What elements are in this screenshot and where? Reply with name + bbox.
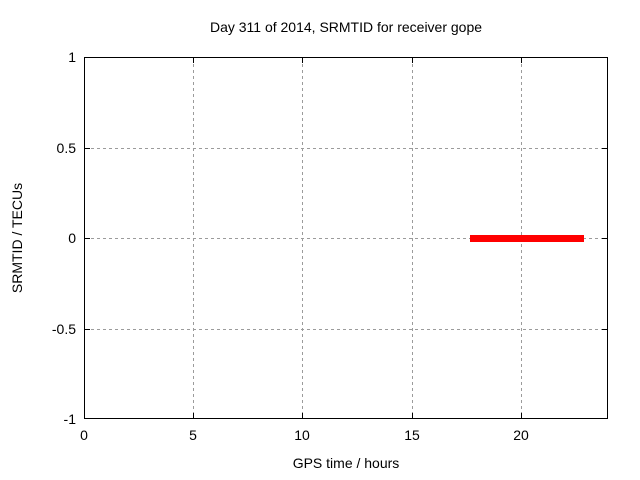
y-tick-label: 1	[68, 49, 76, 65]
x-tick-label: 20	[513, 427, 529, 443]
x-tick-label: 5	[189, 427, 197, 443]
x-tick-top	[412, 58, 413, 63]
data-series-segment	[470, 235, 584, 242]
y-tick-right	[602, 148, 607, 149]
y-tick-right	[602, 238, 607, 239]
y-gridline	[85, 238, 607, 239]
y-tick-label: -1	[63, 411, 76, 427]
y-gridline	[85, 329, 607, 330]
x-axis-label: GPS time / hours	[292, 455, 400, 471]
y-tick-label: 0.5	[56, 140, 76, 156]
x-tick-label: 0	[80, 427, 88, 443]
x-tick-top	[521, 58, 522, 63]
y-tick-label: -0.5	[51, 321, 76, 337]
y-tick-left	[85, 238, 90, 239]
x-tick-label: 15	[404, 427, 420, 443]
y-tick-label: 0	[68, 230, 76, 246]
x-tick-bottom	[193, 413, 194, 418]
x-tick-bottom	[302, 413, 303, 418]
x-tick-top	[193, 58, 194, 63]
x-tick-bottom	[521, 413, 522, 418]
x-tick-top	[302, 58, 303, 63]
y-tick-left	[85, 148, 90, 149]
plot-area	[84, 57, 608, 419]
y-tick-left	[85, 329, 90, 330]
y-gridline	[85, 148, 607, 149]
x-tick-label: 10	[294, 427, 310, 443]
x-tick-bottom	[412, 413, 413, 418]
y-tick-right	[602, 329, 607, 330]
chart-title: Day 311 of 2014, SRMTID for receiver gop…	[209, 19, 483, 35]
